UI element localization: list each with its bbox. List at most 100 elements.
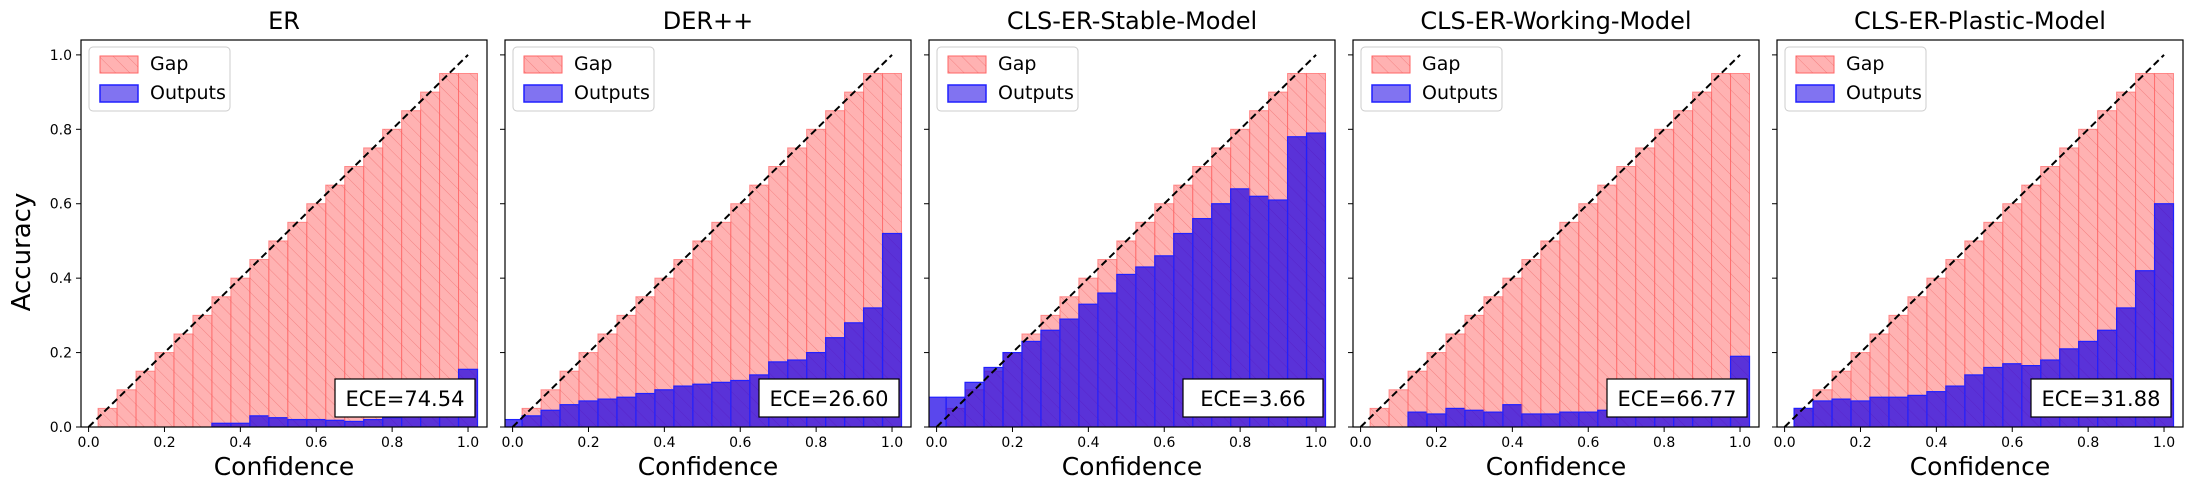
legend-outputs-swatch [1795,84,1835,103]
ece-value: ECE=3.66 [1200,387,1306,411]
output-bar [1040,329,1061,427]
x-tick-label: 0.6 [729,435,751,451]
x-tick-label: 0.2 [577,435,599,451]
gap-bar-hatch [192,315,212,427]
output-bar [1305,132,1327,427]
chart-panel-2: 0.0 0.2 0.4 0.6 0.8 1.0 DER++ Confidence Gap Outp… [500,7,912,481]
legend: Gap Outputs [88,46,231,112]
ece-box [758,378,900,418]
legend-gap-swatch-hatch [524,56,562,73]
output-bar [635,392,656,427]
output-bar [1135,266,1156,427]
gap-bar-hatch [230,278,250,427]
y-tick-label: 0.6 [50,197,72,213]
output-bar [1983,366,2004,427]
gap-bar-hatch [287,222,307,427]
output-bar [964,381,985,427]
x-tick-label: 0.6 [1153,435,1175,451]
output-bar [306,418,327,427]
output-bar [578,400,599,427]
gap-bar-hatch [1692,92,1712,427]
legend-gap-swatch-hatch [1372,56,1410,73]
x-tick-label: 1.0 [881,435,903,451]
legend-gap-label: Gap [574,53,612,75]
gap-bar-hatch [363,147,383,427]
x-tick-label: 0.2 [153,435,175,451]
output-bar [929,396,947,427]
output-bar [1464,409,1485,427]
gap-bar-hatch [1654,129,1674,427]
output-bar [559,404,580,427]
x-tick-label: 1.0 [1729,435,1751,451]
x-tick-label: 0.2 [1001,435,1023,451]
legend-outputs-label: Outputs [150,82,226,104]
gap-bar-hatch [1673,110,1693,427]
legend: Gap Outputs [1784,46,1927,112]
x-tick-label: 0.8 [1229,435,1251,451]
ece-box [1606,378,1748,418]
x-axis-label: Confidence [1910,452,2051,481]
x-tick-label: 1.0 [1305,435,1327,451]
gap-bar-hatch [1559,222,1579,427]
output-bar [1521,413,1542,427]
x-tick-label: 0.8 [1653,435,1675,451]
x-tick-label: 1.0 [457,435,479,451]
legend-gap-swatch-hatch [100,56,138,73]
y-tick-label: 1.0 [50,48,72,64]
output-bar [540,409,561,427]
gap-bar-hatch [117,389,137,427]
gap-bar-hatch [1907,296,1927,427]
output-bar [1002,351,1023,427]
x-tick-label: 0.6 [1577,435,1599,451]
gap-bar-hatch [1635,147,1655,427]
x-tick-label: 0.4 [1925,435,1947,451]
output-bar [521,415,542,427]
gap-bar-hatch [344,166,364,427]
chart-title: CLS-ER-Stable-Model [1007,7,1257,35]
chart-panel-1: 0.0 0.2 0.4 0.6 0.8 1.0 0.0 0.2 0.4 0.6 0.8 1.0 ER Co… [50,7,488,481]
gap-bar-hatch [1597,185,1617,427]
output-bar [344,420,365,427]
legend-outputs-label: Outputs [998,82,1074,104]
perfect-calibration-line [87,54,469,427]
axes-frame [504,39,912,428]
gap-bar-hatch [420,92,440,427]
x-tick-label: 0.4 [653,435,675,451]
legend-outputs-swatch [1371,84,1411,103]
gap-bar-hatch [673,259,693,427]
x-tick-label: 0.6 [305,435,327,451]
legend-gap-label: Gap [150,53,188,75]
x-tick-label: 0.4 [1077,435,1099,451]
output-bar [268,417,289,427]
output-bar [1483,411,1504,427]
x-tick-label: 0.4 [1501,435,1523,451]
y-tick-label: 0.2 [50,346,72,362]
gap-bar-hatch [1445,333,1465,427]
gap-bar-hatch [1483,296,1503,427]
ece-value: ECE=26.60 [770,387,889,411]
output-bar [325,419,346,427]
gap-bar-hatch [749,185,769,427]
x-tick-label: 0.4 [229,435,251,451]
output-bar [1116,273,1137,427]
gap-bar-hatch [154,352,174,427]
output-bar [1812,400,1833,427]
perfect-calibration-line [511,54,893,427]
gap-bar-hatch [211,296,231,427]
output-bar [1426,413,1447,427]
gap-bar-hatch [1540,240,1560,427]
chart-title: ER [268,7,300,35]
output-bar [616,396,637,427]
output-bar [1888,396,1909,427]
plot-area [929,54,1327,427]
x-tick-label: 0.0 [77,435,99,451]
output-bar [1578,411,1599,427]
output-bar [1850,400,1871,427]
output-bar [1059,318,1080,427]
output-bar [1869,396,1890,427]
gap-bar-hatch [730,203,750,427]
gap-bar-hatch [401,110,421,427]
chart-title: CLS-ER-Working-Model [1420,7,1691,35]
perfect-calibration-line [935,54,1317,427]
legend: Gap Outputs [936,46,1079,112]
